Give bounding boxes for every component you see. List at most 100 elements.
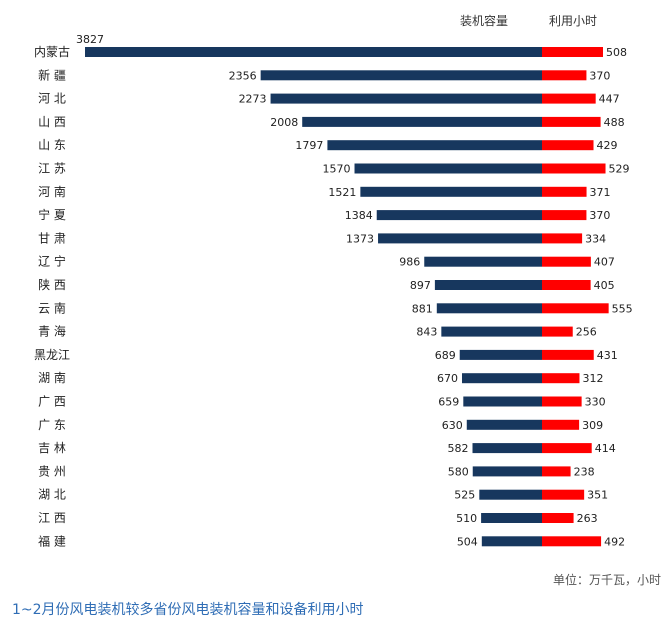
hours-value-label: 529 [609, 163, 630, 176]
category-label: 宁 夏 [38, 207, 66, 222]
capacity-bar [463, 396, 542, 407]
capacity-value-label: 504 [457, 535, 478, 548]
category-label: 青 海 [38, 324, 66, 339]
legend-capacity: 装机容量 [460, 13, 508, 28]
hours-value-label: 407 [594, 256, 615, 269]
capacity-bar [302, 116, 542, 127]
hours-bar [542, 93, 596, 104]
capacity-value-label: 1384 [345, 209, 373, 222]
capacity-bar [434, 280, 542, 290]
capacity-bar [479, 489, 542, 500]
category-label: 陕 西 [38, 277, 66, 292]
capacity-bar [327, 140, 542, 151]
hours-value-label: 447 [599, 93, 620, 106]
category-label: 辽 宁 [38, 254, 66, 269]
category-label: 山 西 [38, 115, 66, 129]
unit-note: 单位：万千瓦，小时 [552, 573, 661, 587]
hours-value-label: 488 [604, 116, 625, 129]
capacity-value-label: 670 [437, 372, 458, 385]
hours-bar [542, 373, 580, 384]
category-label: 广 东 [38, 418, 66, 432]
hours-value-label: 508 [606, 46, 627, 59]
hours-bar [542, 70, 587, 81]
hours-bar [542, 233, 583, 244]
hours-value-label: 309 [582, 419, 603, 432]
category-label: 贵 州 [38, 464, 66, 478]
hours-bar [542, 303, 609, 314]
capacity-value-label: 1797 [295, 139, 323, 152]
capacity-value-label: 2008 [270, 116, 298, 129]
capacity-value-label: 630 [442, 419, 463, 432]
capacity-bar [441, 326, 542, 337]
hours-value-label: 370 [589, 209, 610, 222]
chart-caption: 1~2月份风电装机较多省份风电装机容量和设备利用小时 [12, 602, 364, 618]
hours-value-label: 351 [587, 489, 608, 502]
bars-group: 内蒙古 3827 508 新 疆 2356 370 河 北 2273 447 山 西 2008 488… [34, 33, 633, 548]
hours-value-label: 312 [582, 372, 603, 385]
capacity-value-label: 1570 [323, 163, 351, 176]
capacity-value-label: 1521 [328, 186, 356, 199]
capacity-value-label: 580 [448, 465, 469, 478]
hours-value-label: 371 [590, 186, 611, 199]
hours-bar [542, 280, 591, 290]
hours-bar [542, 419, 580, 430]
capacity-value-label: 843 [416, 326, 437, 339]
capacity-bar [472, 443, 542, 454]
category-label: 吉 林 [38, 441, 66, 455]
capacity-bar [85, 47, 542, 57]
category-label: 福 建 [38, 533, 66, 548]
hours-value-label: 414 [595, 442, 616, 455]
hours-value-label: 256 [576, 326, 597, 339]
hours-bar [542, 256, 591, 267]
hours-bar [542, 186, 587, 197]
capacity-bar [378, 233, 542, 244]
hours-bar [542, 489, 585, 500]
category-label: 内蒙古 [34, 44, 70, 59]
hours-value-label: 370 [589, 69, 610, 82]
capacity-value-label: 986 [399, 256, 420, 269]
category-label: 山 东 [38, 138, 66, 152]
capacity-bar [466, 419, 542, 430]
category-label: 甘 肃 [38, 231, 66, 245]
category-label: 河 南 [38, 184, 66, 199]
capacity-bar [360, 186, 542, 197]
hours-value-label: 492 [604, 535, 625, 548]
category-label: 湖 南 [38, 370, 66, 385]
hours-bar [542, 513, 574, 523]
capacity-bar [461, 373, 542, 384]
category-label: 广 西 [38, 395, 66, 409]
capacity-value-label: 3827 [76, 33, 104, 46]
capacity-value-label: 582 [448, 442, 469, 455]
hours-value-label: 330 [585, 396, 606, 409]
hours-bar [542, 466, 571, 477]
hours-value-label: 334 [585, 232, 606, 245]
legend-hours: 利用小时 [549, 14, 597, 28]
capacity-value-label: 689 [435, 349, 456, 362]
hours-value-label: 431 [597, 349, 618, 362]
hours-bar [542, 326, 573, 337]
hours-value-label: 429 [597, 139, 618, 152]
hours-value-label: 263 [577, 512, 598, 525]
capacity-bar [459, 349, 542, 360]
category-label: 云 南 [38, 300, 66, 315]
capacity-bar [270, 93, 542, 104]
category-label: 江 苏 [38, 162, 66, 176]
capacity-bar [424, 256, 542, 267]
capacity-bar [436, 303, 542, 314]
capacity-value-label: 2273 [239, 93, 267, 106]
hours-value-label: 238 [574, 465, 595, 478]
hours-value-label: 405 [594, 279, 615, 292]
capacity-value-label: 2356 [229, 69, 257, 82]
capacity-bar [481, 536, 542, 547]
hours-bar [542, 443, 592, 454]
hours-bar [542, 163, 606, 174]
category-label: 新 疆 [38, 67, 66, 82]
capacity-value-label: 897 [410, 279, 431, 292]
capacity-bar [472, 466, 542, 477]
capacity-value-label: 881 [412, 302, 433, 315]
category-label: 河 北 [38, 92, 66, 106]
capacity-bar [354, 163, 542, 174]
capacity-value-label: 525 [454, 489, 475, 502]
hours-bar [542, 396, 582, 407]
